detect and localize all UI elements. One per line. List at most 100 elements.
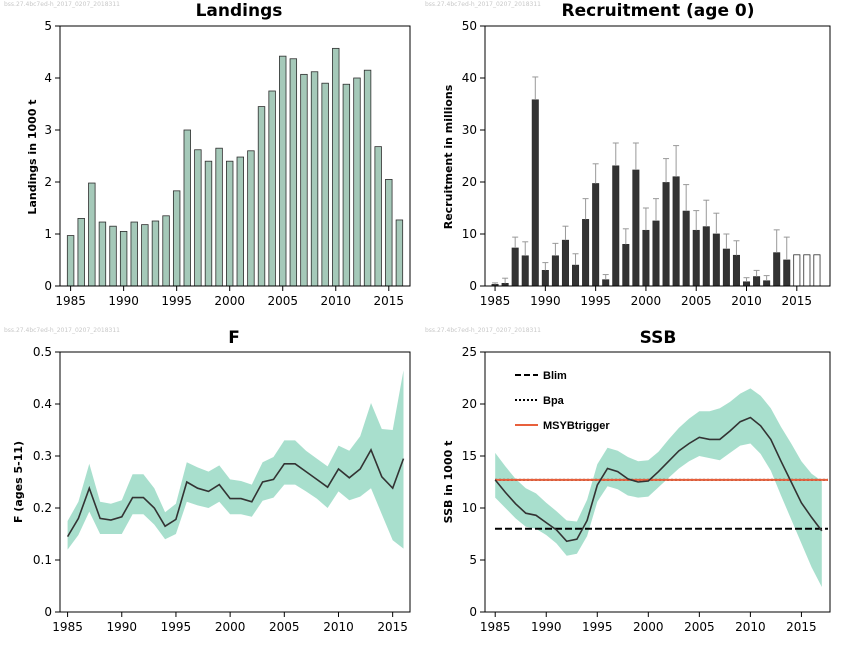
x-tick-label: 2010	[731, 294, 762, 308]
recruitment-bar	[521, 255, 529, 287]
recruitment-bar	[582, 219, 590, 287]
recruitment-bar	[642, 229, 650, 287]
landings-chart: Landings Landings in 1000 t 0 1 2 3 4 5 1985 19…	[26, 1, 411, 308]
recruitment-bar	[753, 276, 761, 287]
x-tick-label: 2005	[267, 294, 298, 308]
landings-bar	[151, 220, 160, 287]
y-tick-label: 4	[44, 71, 52, 85]
y-tick-label: 0.2	[33, 501, 52, 515]
ssb-legend: Blim Bpa MSYBtrigger	[515, 370, 610, 432]
landings-bar	[374, 146, 382, 287]
ssb-y-axis-label: SSB in 1000 t	[442, 441, 455, 524]
ssb-chart: SSB SSB in 1000 t 0 5 10 15 20 25 1985 1990 1995…	[442, 328, 831, 634]
recruitment-title: Recruitment (age 0)	[562, 1, 755, 21]
recruitment-chart: Recruitment (age 0) Recruitment in milli…	[442, 1, 831, 308]
recruitment-bar	[712, 233, 720, 287]
y-tick-label: 10	[462, 501, 477, 515]
f-y-axis-label: F (ages 5-11)	[12, 441, 25, 523]
x-tick-label: 1990	[530, 294, 561, 308]
y-tick-label: 5	[44, 19, 52, 33]
landings-bar	[279, 55, 287, 287]
x-tick-label: 2000	[633, 620, 664, 634]
watermark: bss.27.4bc7ed-h_2017_0207_2018311	[4, 327, 120, 334]
estimate-line	[66, 447, 405, 538]
watermark: bss.27.4bc7ed-h_2017_0207_2018311	[4, 1, 120, 8]
y-tick-label: 0	[469, 605, 477, 619]
landings-bar	[226, 160, 234, 287]
y-tick-label: 20	[462, 397, 477, 411]
y-tick-label: 0.1	[33, 553, 52, 567]
x-tick-label: 2005	[684, 620, 715, 634]
y-tick-label: 10	[462, 227, 477, 241]
ssb-title: SSB	[640, 328, 677, 348]
f-plot-frame	[59, 351, 411, 613]
legend-msybtrigger-label: MSYBtrigger	[543, 420, 610, 432]
recruitment-bar	[622, 243, 630, 287]
y-tick-label: 15	[462, 449, 477, 463]
recruitment-bar	[783, 259, 791, 287]
landings-bar	[310, 71, 319, 287]
x-tick-label: 2010	[323, 620, 354, 634]
landings-plot-frame	[59, 25, 411, 287]
recruitment-bar-projected	[803, 254, 811, 287]
x-tick-label: 1985	[55, 294, 86, 308]
landings-y-axis-label: Landings in 1000 t	[26, 99, 39, 214]
x-tick-label: 1995	[582, 620, 613, 634]
recruitment-bar	[602, 279, 610, 287]
watermark: bss.27.4bc7ed-h_2017_0207_2018311	[425, 1, 541, 8]
recruitment-bar	[742, 281, 751, 287]
landings-bar	[247, 150, 255, 287]
landings-bar	[215, 147, 223, 287]
x-tick-label: 1990	[106, 620, 137, 634]
landings-bar	[395, 219, 404, 287]
landings-bar	[88, 182, 96, 287]
landings-bar	[77, 217, 85, 287]
x-tick-label: 2010	[320, 294, 351, 308]
x-tick-label: 1990	[108, 294, 139, 308]
y-tick-label: 1	[44, 227, 52, 241]
x-tick-label: 1990	[531, 620, 562, 634]
landings-bar	[130, 221, 138, 287]
landings-bar	[257, 106, 266, 287]
landings-bar	[289, 58, 298, 287]
landings-bar	[385, 178, 393, 287]
recruitment-bar	[692, 229, 700, 287]
y-tick-label: 0	[469, 279, 477, 293]
x-tick-label: 2015	[786, 620, 817, 634]
recruitment-bar	[672, 176, 680, 287]
recruitment-plot-frame	[484, 25, 831, 287]
recruitment-bar-projected	[793, 254, 801, 287]
recruitment-bar	[511, 247, 519, 287]
landings-bar	[98, 221, 107, 287]
legend-blim-label: Blim	[543, 370, 567, 382]
x-tick-label: 2015	[782, 294, 813, 308]
landings-bar	[300, 73, 308, 287]
recruitment-y-axis-label: Recruitment in millions	[442, 84, 455, 229]
recruitment-bar	[561, 239, 569, 287]
recruitment-bar	[763, 280, 771, 287]
watermark: bss.27.4bc7ed-h_2017_0207_2018311	[425, 327, 541, 334]
y-tick-label: 0.3	[33, 449, 52, 463]
recruitment-bar	[531, 99, 539, 287]
recruitment-bar	[702, 226, 710, 287]
x-tick-label: 1995	[161, 620, 192, 634]
recruitment-bar	[732, 254, 740, 287]
x-tick-label: 1995	[580, 294, 611, 308]
recruitment-bar-projected	[813, 254, 821, 287]
recruitment-bar	[722, 248, 730, 287]
landings-bar	[236, 156, 244, 287]
y-tick-label: 0.5	[33, 345, 52, 359]
confidence-band	[67, 370, 404, 550]
y-tick-label: 2	[44, 175, 52, 189]
recruitment-bar	[551, 255, 559, 287]
y-tick-label: 30	[462, 123, 477, 137]
y-tick-label: 50	[462, 19, 477, 33]
x-tick-label: 1995	[161, 294, 192, 308]
x-tick-label: 2015	[374, 294, 405, 308]
y-tick-label: 20	[462, 175, 477, 189]
legend-bpa-label: Bpa	[543, 395, 565, 407]
x-tick-label: 2000	[214, 294, 245, 308]
landings-bar	[119, 230, 128, 287]
ssb-plot-frame	[484, 351, 831, 613]
x-tick-label: 2000	[215, 620, 246, 634]
